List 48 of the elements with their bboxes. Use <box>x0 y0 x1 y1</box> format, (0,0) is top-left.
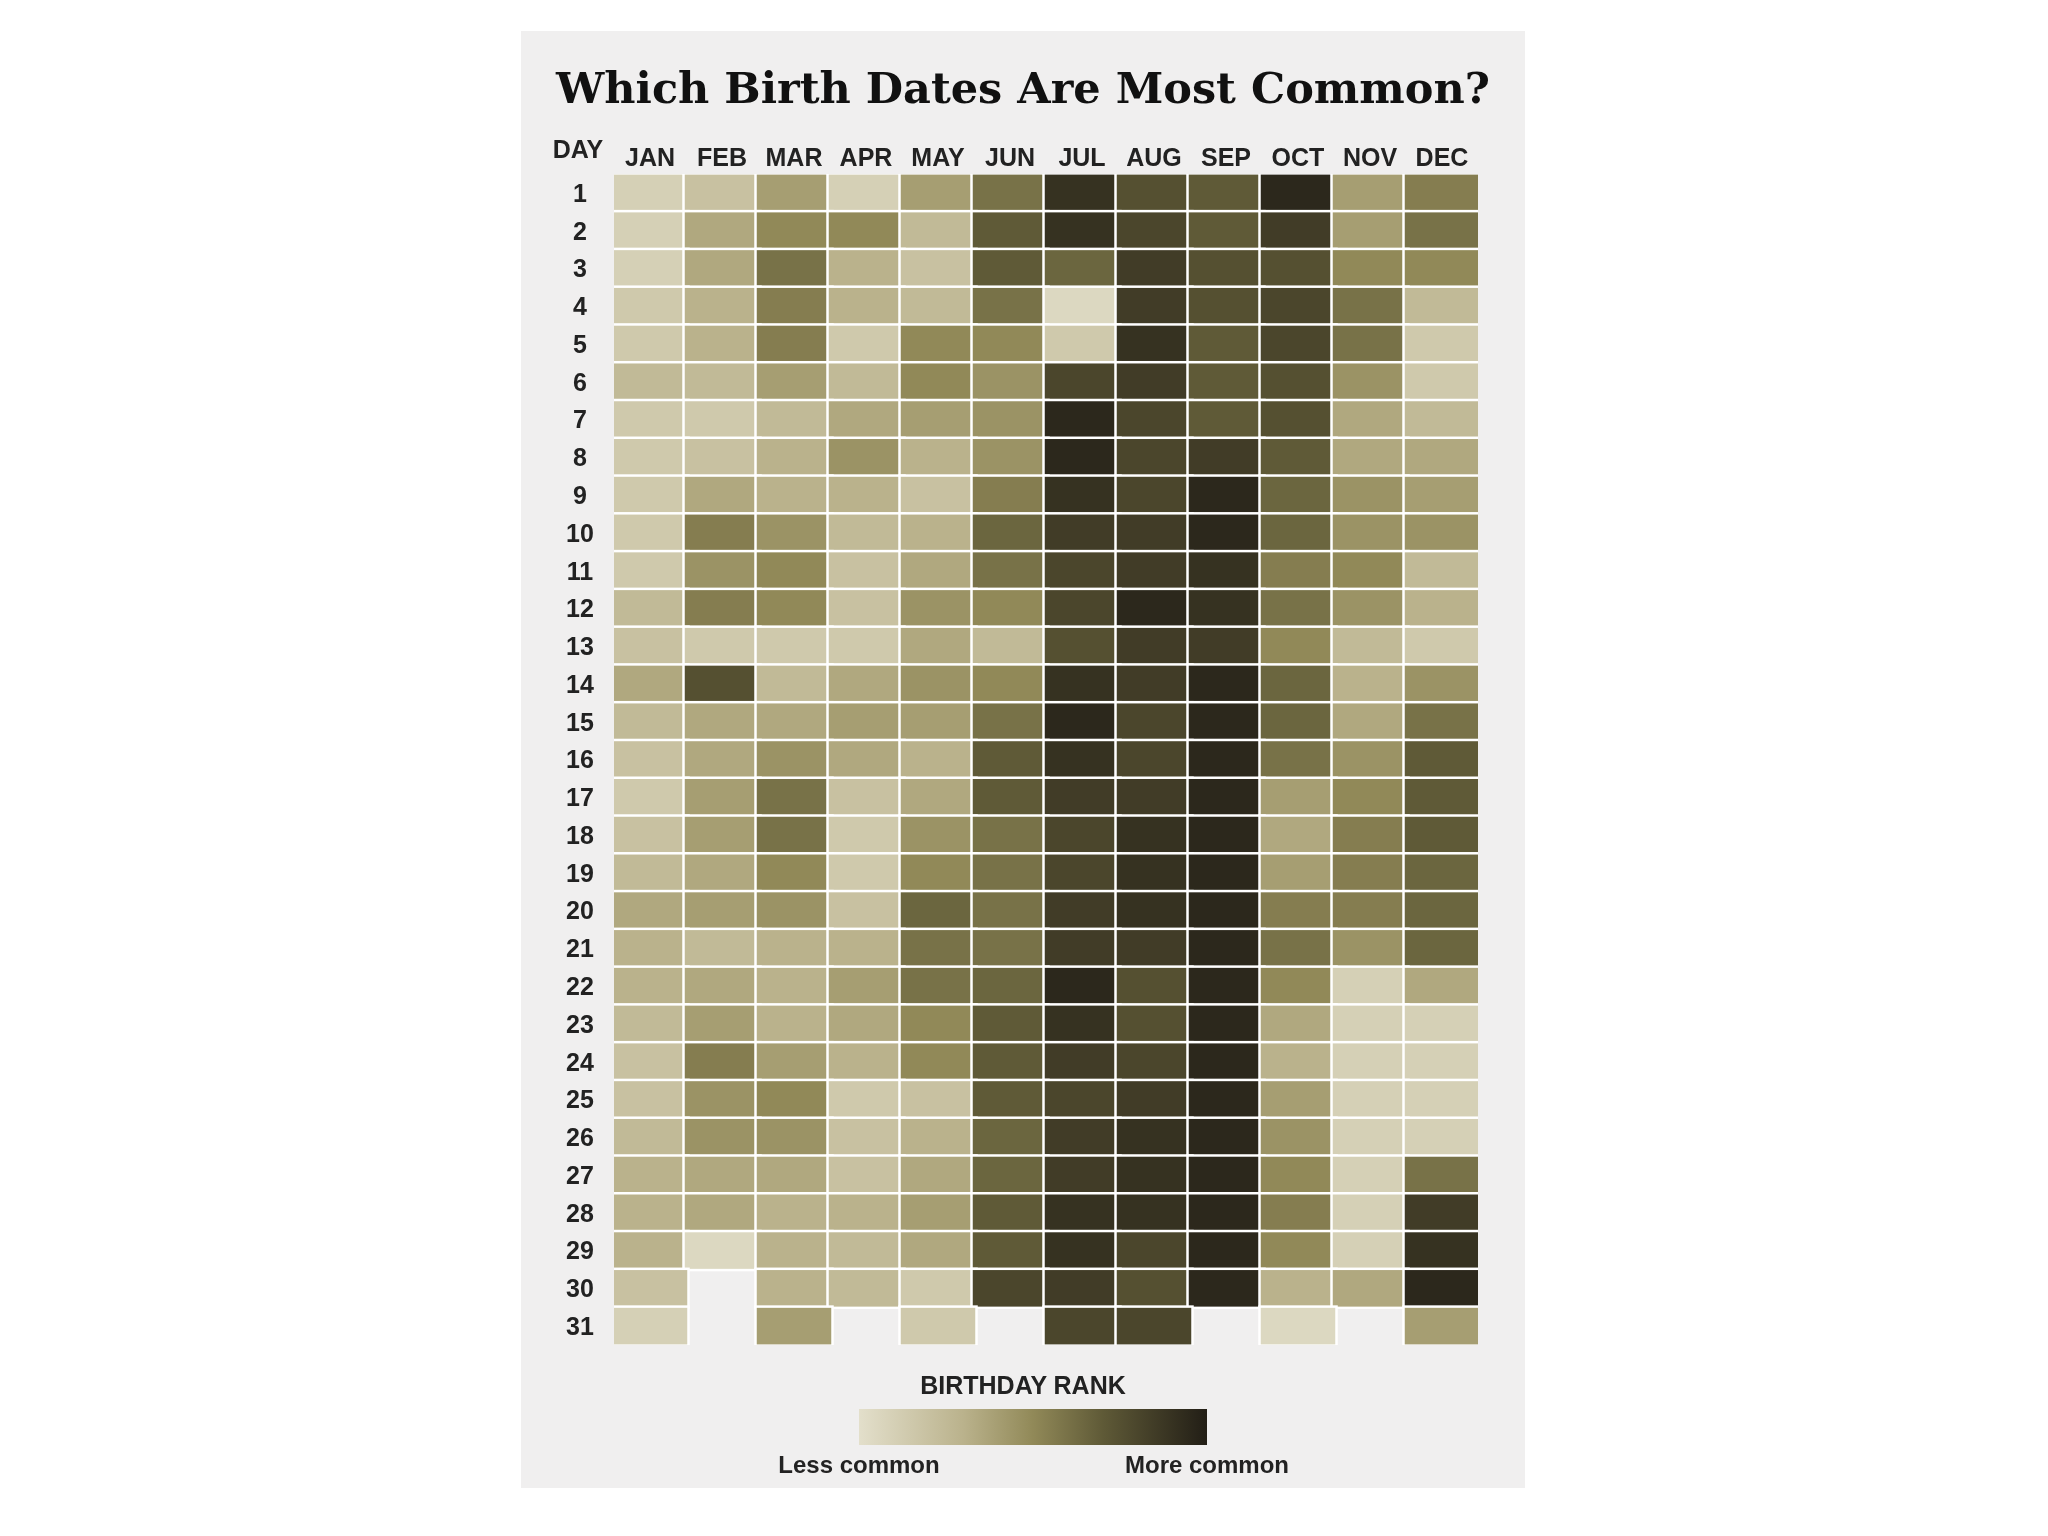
x-tick-label: SEP <box>1200 143 1252 171</box>
y-axis-title: DAY <box>551 135 605 164</box>
x-tick-label: FEB <box>697 143 747 171</box>
x-tick-label: MAR <box>765 143 823 171</box>
y-tick-label: 7 <box>573 405 587 434</box>
y-tick-label: 30 <box>566 1274 594 1303</box>
y-tick-label: 25 <box>566 1085 594 1114</box>
y-tick-label: 31 <box>566 1311 594 1340</box>
y-tick-label: 9 <box>573 480 587 509</box>
x-tick-label: AUG <box>1126 143 1182 171</box>
y-tick-label: 4 <box>573 292 588 321</box>
x-tick-label: APR <box>839 143 893 171</box>
y-tick-label: 14 <box>566 669 594 698</box>
y-tick-label: 28 <box>566 1198 594 1227</box>
y-tick-label: 8 <box>573 443 588 472</box>
y-tick-label: 18 <box>566 820 594 849</box>
y-tick-label: 22 <box>566 972 594 1001</box>
x-tick-label: NOV <box>1342 143 1398 171</box>
y-tick-label: 27 <box>566 1160 594 1189</box>
x-tick-label: MAY <box>911 143 965 171</box>
y-tick-label: 24 <box>566 1047 594 1076</box>
color-bar-label: More common <box>1124 1451 1290 1478</box>
y-tick-label: 21 <box>566 934 594 963</box>
y-tick-label: 3 <box>573 254 587 283</box>
y-tick-label: 5 <box>573 329 588 358</box>
y-tick-label: 23 <box>566 1009 594 1038</box>
y-tick-label: 20 <box>566 896 594 925</box>
y-tick-label: 6 <box>573 367 587 396</box>
chart-title: Which Birth Dates Are Most Common? <box>554 63 1491 113</box>
y-tick-label: 10 <box>566 518 594 547</box>
y-tick-label: 2 <box>573 216 587 245</box>
y-tick-label: 13 <box>566 632 594 661</box>
y-tick-label: 1 <box>573 178 588 207</box>
y-tick-label: 26 <box>566 1123 594 1152</box>
y-tick-label: 19 <box>566 858 594 887</box>
y-tick-label: 17 <box>566 783 594 812</box>
y-tick-label: 15 <box>566 707 594 736</box>
x-tick-label: JUL <box>1058 143 1106 171</box>
y-tick-label: 12 <box>566 594 594 623</box>
color-bar-title: BIRTHDAY RANK <box>919 1371 1127 1400</box>
y-tick-label: 11 <box>566 556 594 585</box>
color-bar-label: Less common <box>778 1451 940 1478</box>
x-tick-label: DEC <box>1415 143 1469 171</box>
x-tick-label: JUN <box>984 143 1036 171</box>
x-tick-label: JAN <box>624 143 676 171</box>
y-tick-label: 16 <box>566 745 594 774</box>
y-tick-label: 29 <box>566 1236 594 1265</box>
x-tick-label: OCT <box>1271 143 1325 171</box>
